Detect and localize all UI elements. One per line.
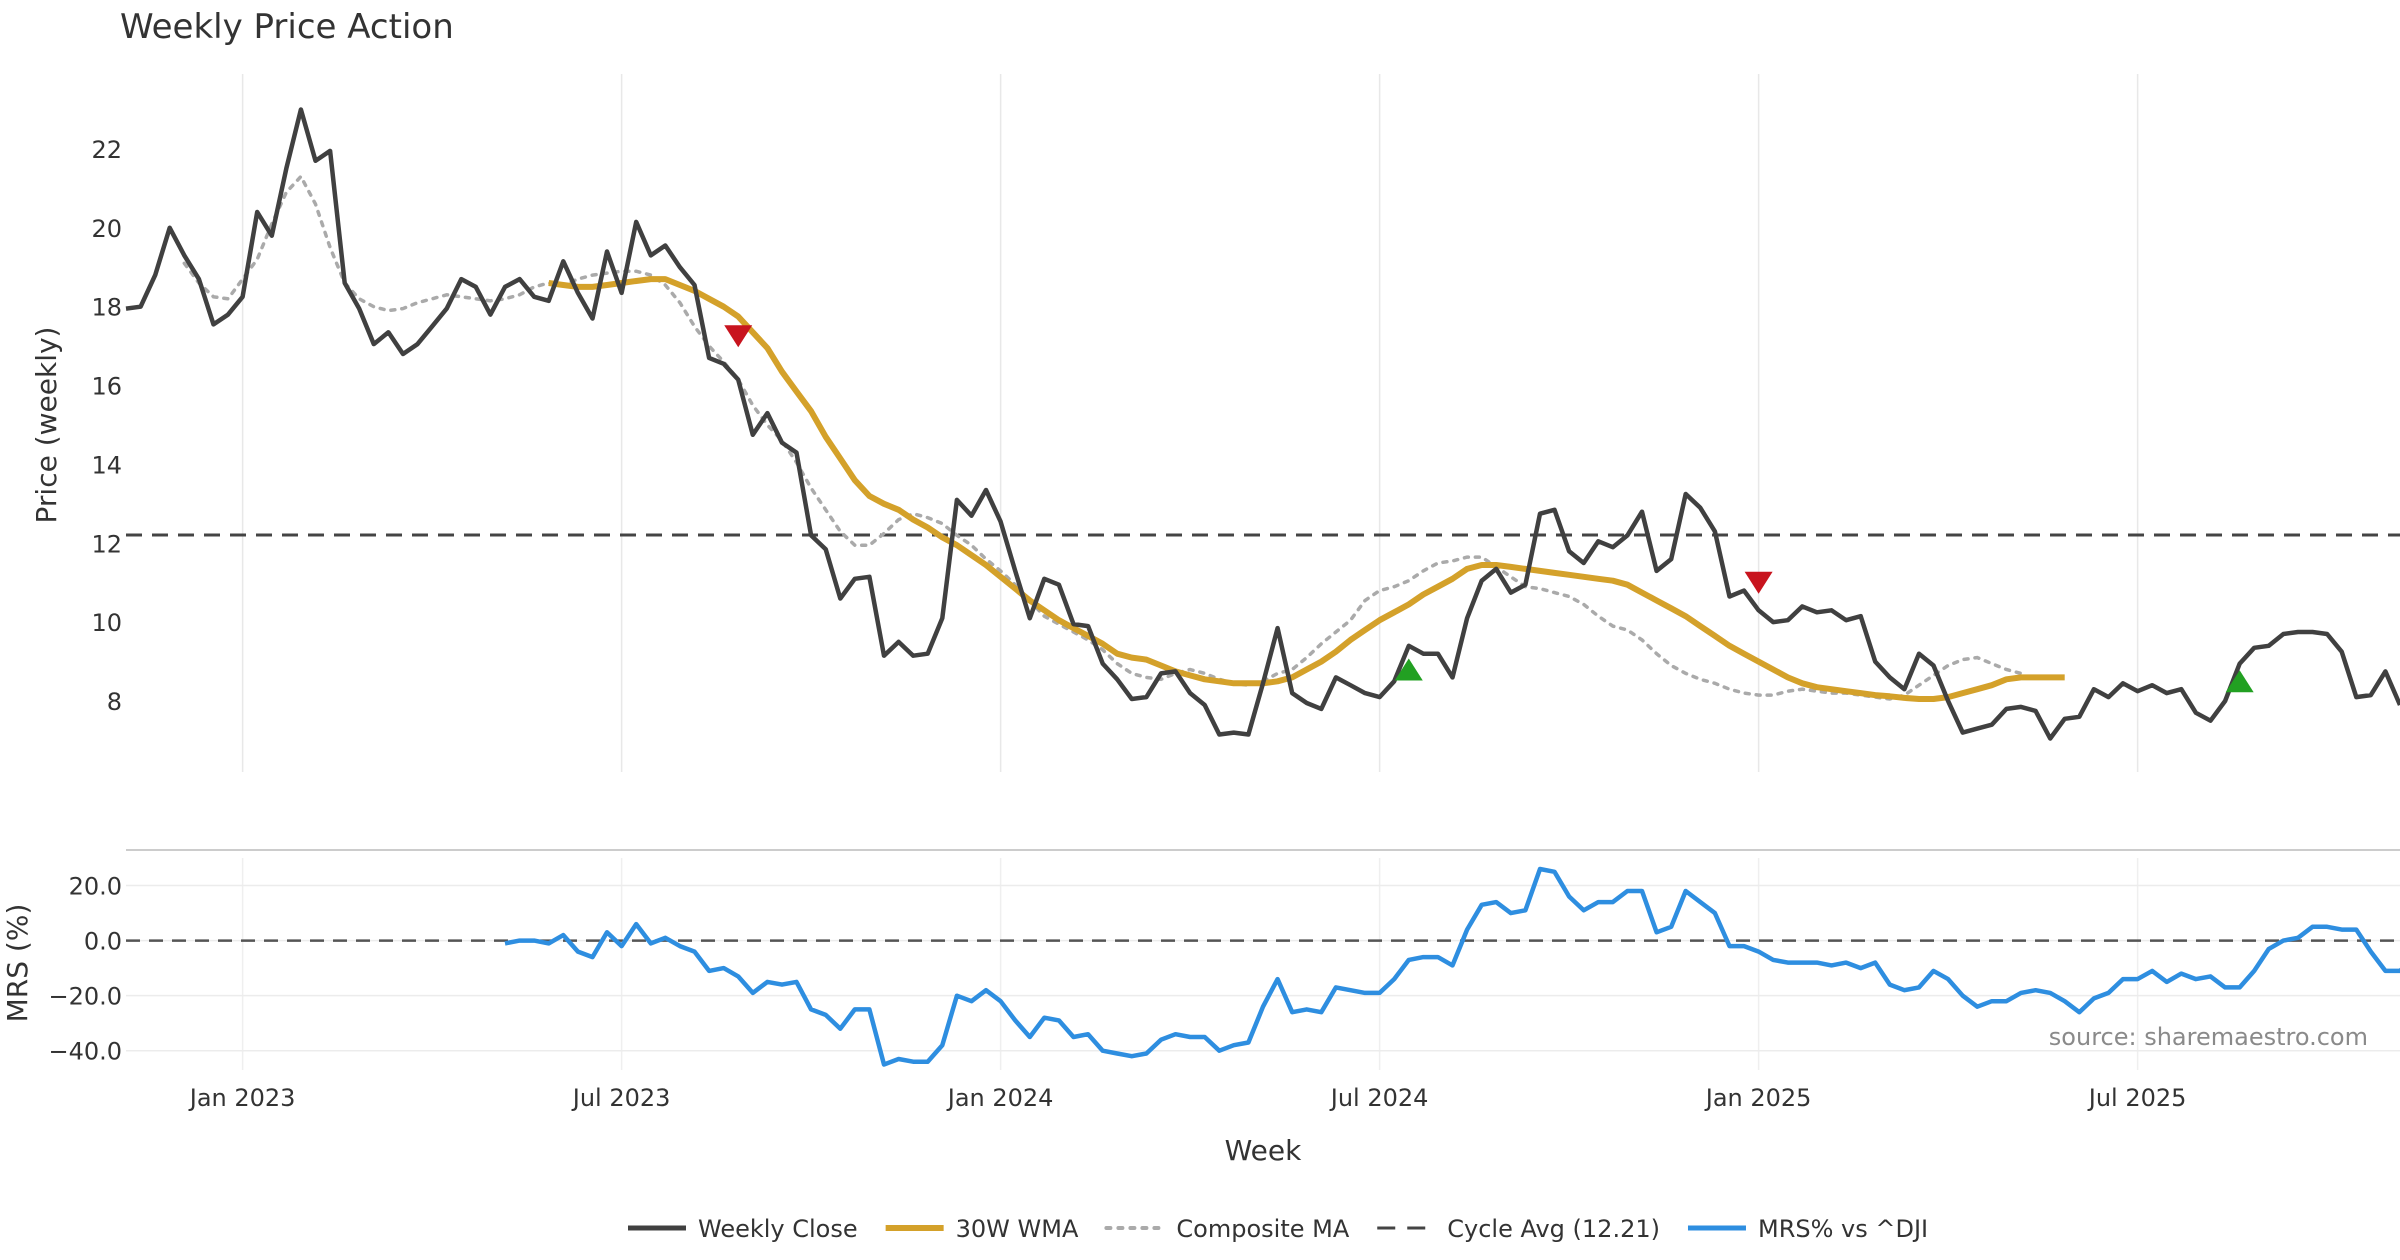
price-y-tick-label: 22 (91, 136, 122, 164)
chart-title: Weekly Price Action (120, 7, 454, 47)
source-label: source: sharemaestro.com (2049, 1023, 2368, 1051)
buy-signal-marker (1394, 658, 1423, 681)
x-axis-ticks: Jan 2023 Jul 2023 Jan 2024 Jul 2024 Jan 2025… (188, 1084, 2187, 1112)
price-y-tick-label: 10 (91, 609, 122, 637)
legend-label-cycle: Cycle Avg (12.21) (1447, 1215, 1660, 1243)
price-y-tick-label: 20 (91, 215, 122, 243)
legend: Weekly Close 30W WMA Composite MA Cycle Avg… (628, 1215, 1928, 1243)
mrs-y-tick-label: 0.0 (84, 928, 122, 956)
mrs-y-axis-title: MRS (%) (1, 904, 34, 1023)
price-y-tick-label: 16 (91, 373, 122, 401)
mrs-y-ticks: −40.0 −20.0 0.0 20.0 (48, 873, 122, 1066)
sell-signal-marker (724, 325, 753, 348)
price-gridlines (241, 74, 2139, 772)
composite-ma-series (182, 173, 2023, 701)
legend-label-close: Weekly Close (698, 1215, 858, 1243)
price-y-tick-label: 18 (91, 294, 122, 322)
price-y-tick-label: 14 (91, 451, 122, 479)
legend-label-wma: 30W WMA (956, 1215, 1079, 1243)
mrs-y-tick-label: −40.0 (48, 1038, 122, 1066)
x-axis-title: Week (1225, 1134, 1302, 1167)
x-tick-label: Jul 2024 (1329, 1084, 1429, 1112)
price-y-tick-label: 12 (91, 530, 122, 558)
x-tick-label: Jan 2024 (946, 1084, 1054, 1112)
legend-label-mrs: MRS% vs ^DJI (1758, 1215, 1928, 1243)
x-tick-label: Jul 2025 (2087, 1084, 2187, 1112)
wma-series (548, 276, 2065, 702)
mrs-y-tick-label: −20.0 (48, 983, 122, 1011)
weekly-close-series (125, 107, 2400, 741)
price-y-axis-title: Price (weekly) (30, 327, 63, 524)
legend-label-composite: Composite MA (1176, 1215, 1349, 1243)
mrs-series (504, 866, 2400, 1067)
sell-signal-marker (1744, 571, 1773, 594)
mrs-y-tick-label: 20.0 (69, 873, 122, 901)
price-y-ticks: 8 10 12 14 16 18 20 22 (91, 136, 122, 716)
buy-signal-marker (2225, 670, 2254, 693)
signal-markers (724, 325, 2254, 693)
price-y-tick-label: 8 (107, 688, 122, 716)
x-tick-label: Jul 2023 (571, 1084, 671, 1112)
x-tick-label: Jan 2025 (1704, 1084, 1812, 1112)
x-tick-label: Jan 2023 (188, 1084, 296, 1112)
